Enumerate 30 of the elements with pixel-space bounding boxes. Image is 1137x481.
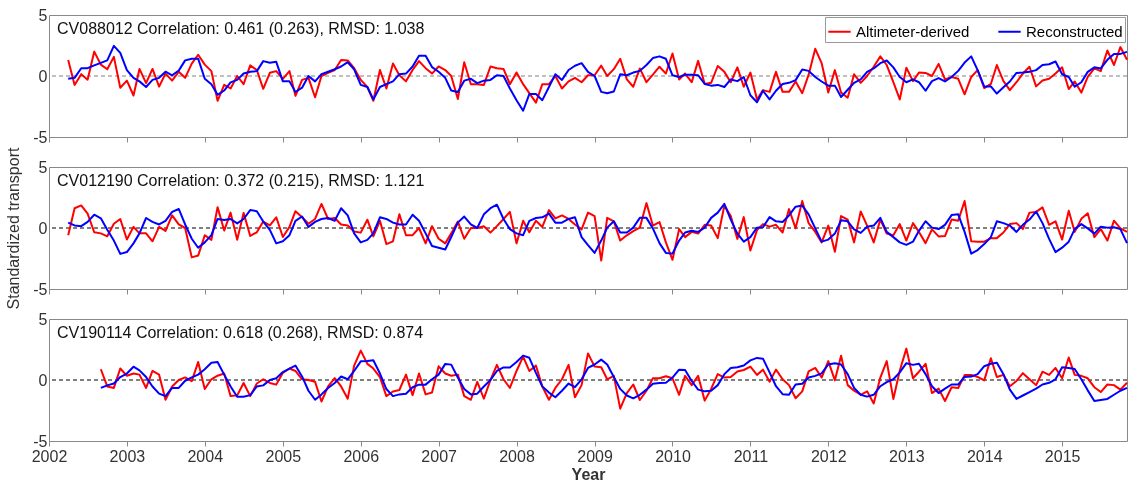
x-tick-label: 2003 [109, 447, 146, 465]
legend-label: Reconstructed [1026, 22, 1123, 40]
y-tick-label: 5 [38, 310, 48, 328]
y-tick-label: 5 [38, 158, 48, 176]
y-tick-label: -5 [33, 432, 48, 450]
x-tick-label: 2013 [889, 447, 925, 465]
y-axis-title: Standardized transport [4, 147, 22, 310]
x-axis-title: Year [571, 465, 606, 481]
y-tick-label: 0 [38, 371, 48, 389]
x-tick-label: 2015 [1044, 447, 1081, 465]
x-tick-label: 2014 [966, 447, 1003, 465]
x-tick-label: 2012 [810, 447, 847, 465]
y-tick-label: 0 [38, 219, 48, 237]
y-tick-label: 0 [38, 67, 48, 85]
y-tick-label: 5 [38, 6, 48, 24]
y-tick-label: -5 [33, 280, 48, 298]
y-tick-label: -5 [33, 128, 48, 146]
chart-title: CV088012 Correlation: 0.461 (0.263), RMSD: 1.038 [57, 20, 425, 37]
x-tick-label: 2007 [421, 447, 458, 465]
x-tick-label: 2008 [499, 447, 535, 465]
x-tick-label: 2011 [733, 447, 769, 465]
x-tick-label: 2010 [655, 447, 691, 465]
x-tick-label: 2006 [343, 447, 380, 465]
x-tick-label: 2009 [577, 447, 614, 465]
x-tick-label: 2002 [31, 447, 68, 465]
legend-label: Altimeter-derived [856, 22, 970, 40]
chart-title: CV012190 Correlation: 0.372 (0.215), RMSD: 1.121 [57, 172, 425, 189]
x-tick-label: 2005 [265, 447, 302, 465]
chart-title: CV190114 Correlation: 0.618 (0.268), RMSD: 0.874 [57, 324, 424, 341]
x-tick-label: 2004 [187, 447, 224, 465]
